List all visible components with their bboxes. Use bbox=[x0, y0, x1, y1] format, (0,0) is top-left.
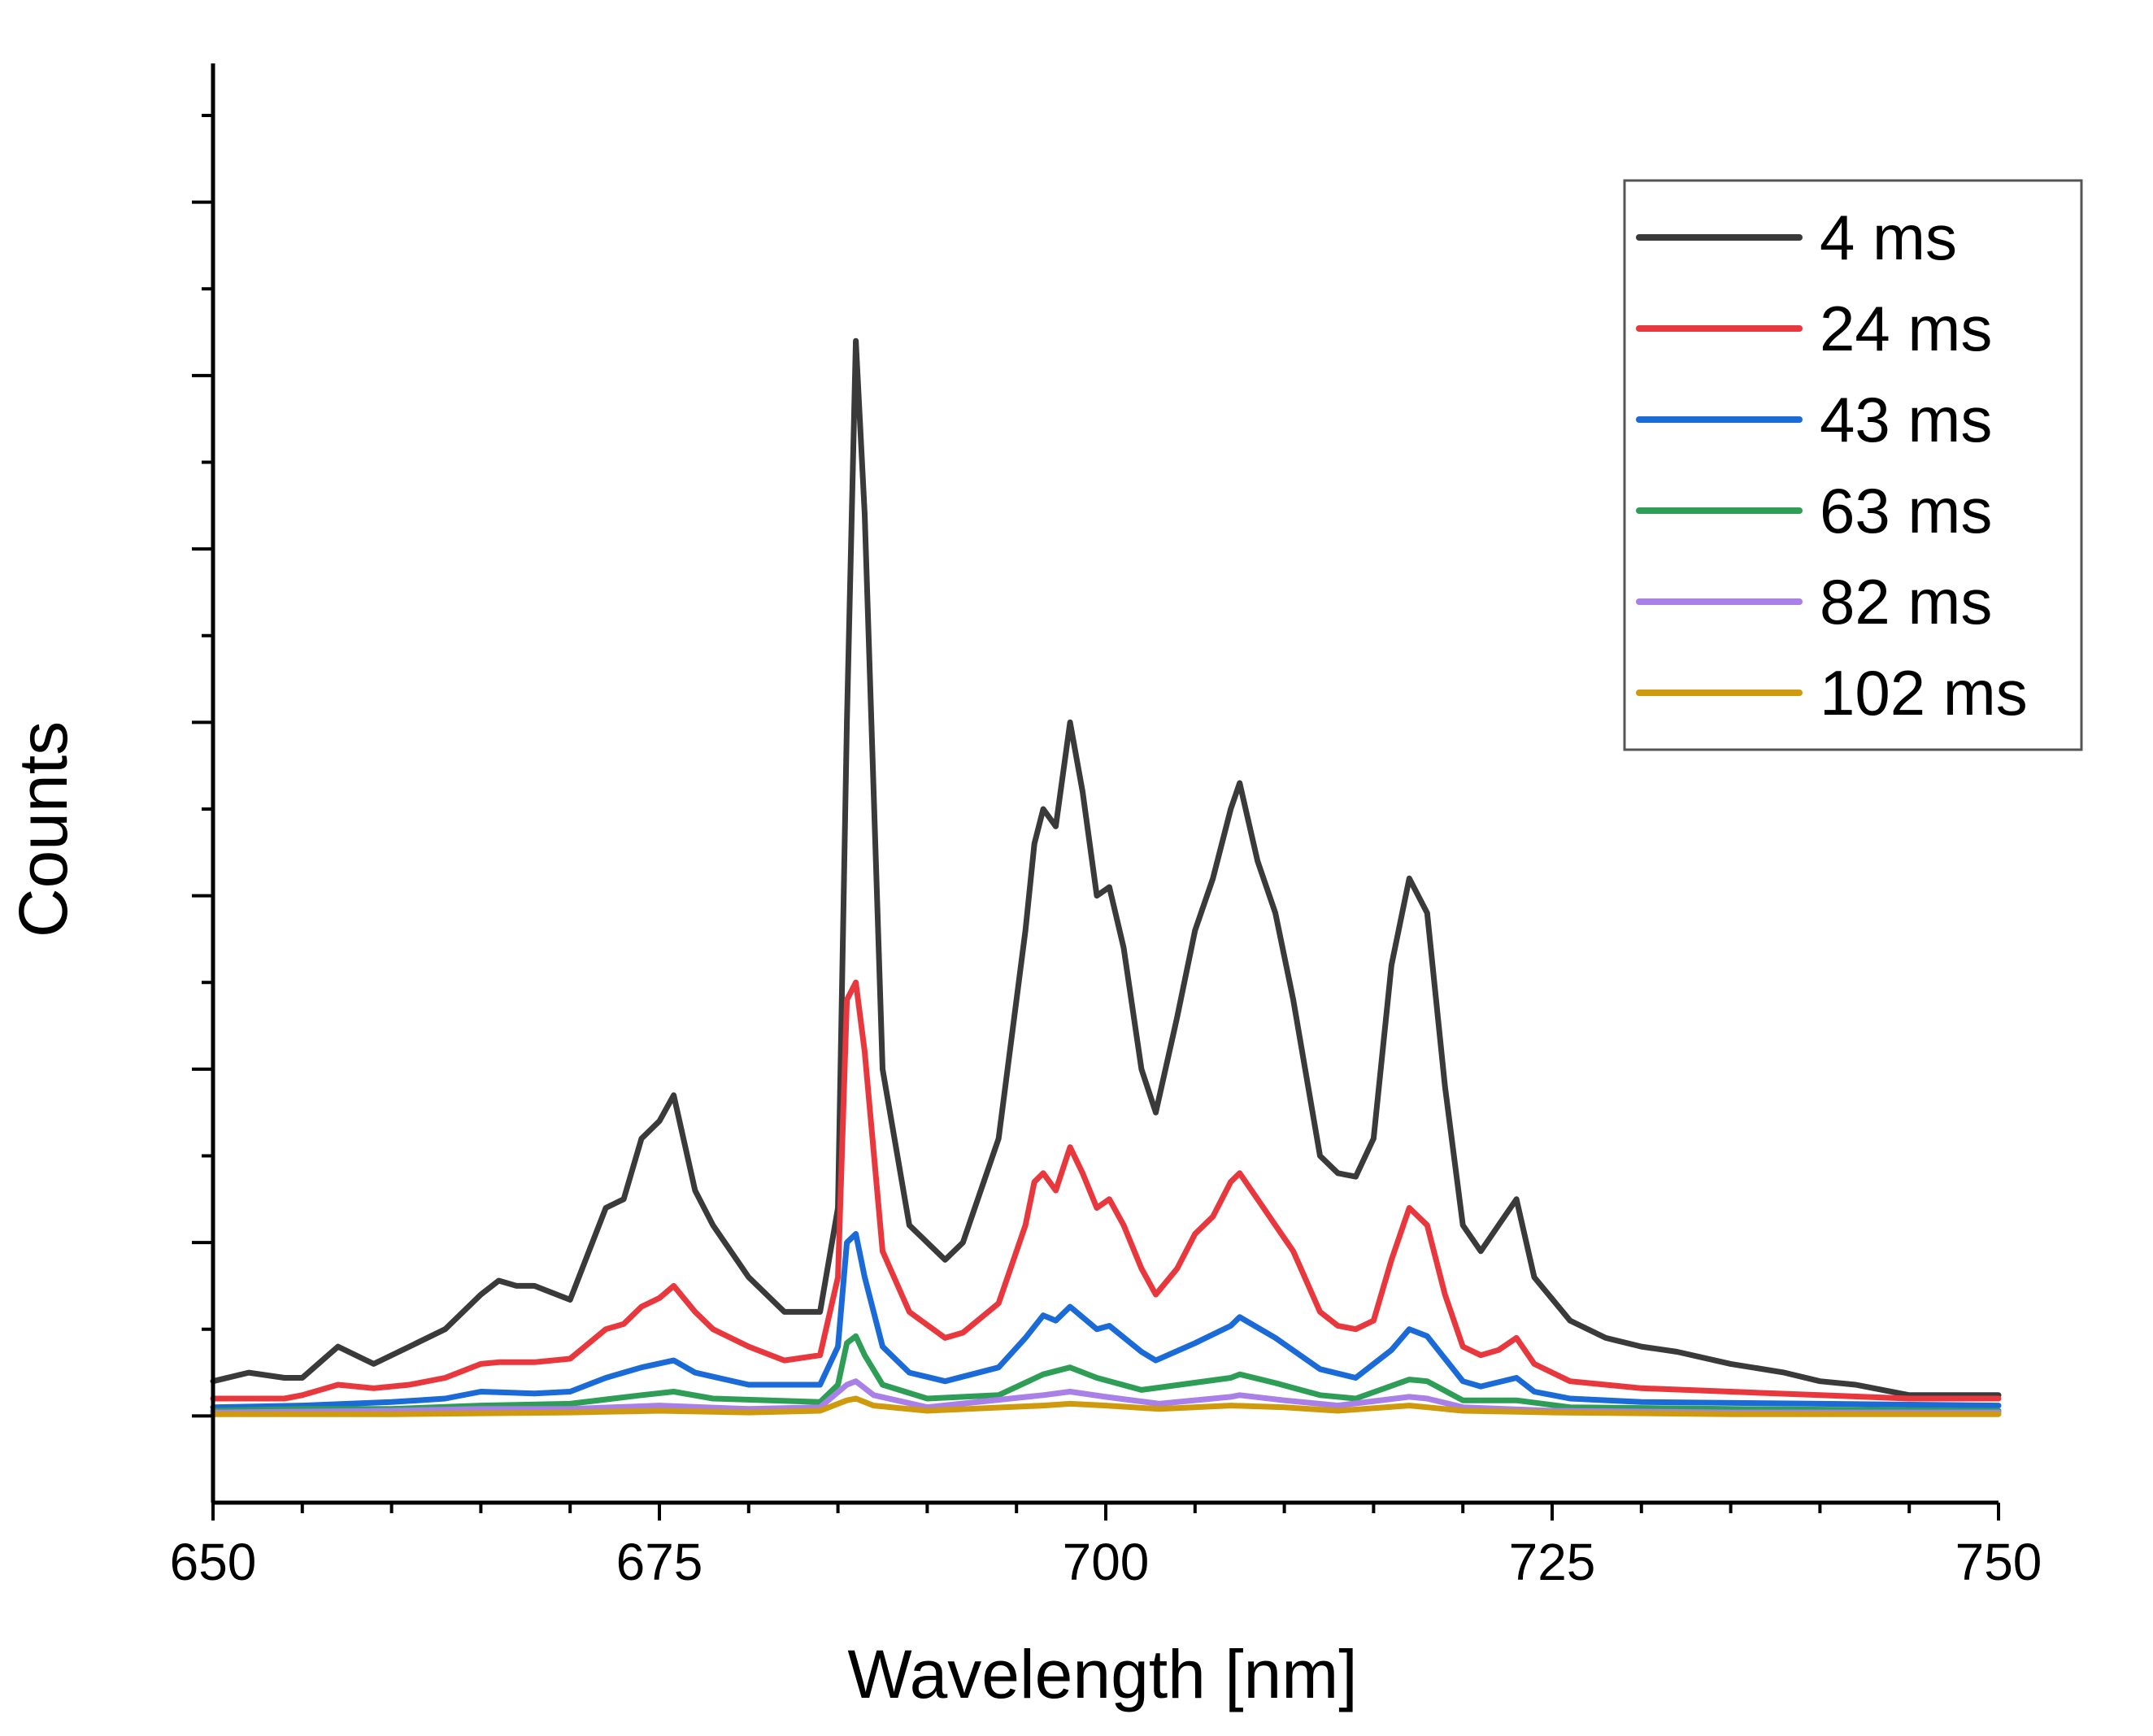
series-group bbox=[210, 337, 2002, 1417]
series-line-82-ms bbox=[210, 1378, 2002, 1416]
legend-box bbox=[1623, 179, 2083, 751]
legend-label: 4 ms bbox=[1820, 202, 1957, 273]
y-axis-title: Counts bbox=[5, 721, 81, 938]
series-line-24-ms bbox=[210, 979, 2002, 1402]
series-line-4-ms bbox=[210, 337, 2002, 1399]
legend: 4 ms 24 ms 43 ms 63 ms 82 ms 102 ms bbox=[1623, 179, 2083, 751]
series-line-102-ms bbox=[210, 1395, 2002, 1417]
x-tick-label: 675 bbox=[616, 1533, 703, 1591]
legend-label: 24 ms bbox=[1820, 293, 1992, 364]
legend-label: 63 ms bbox=[1820, 475, 1992, 546]
x-tick-label: 750 bbox=[1955, 1533, 2042, 1591]
legend-label: 43 ms bbox=[1820, 384, 1992, 455]
x-axis-title: Wavelength [nm] bbox=[847, 1636, 1357, 1712]
x-tick-label: 700 bbox=[1063, 1533, 1150, 1591]
x-tick-label: 650 bbox=[170, 1533, 257, 1591]
axes-group: 650 675 700 725 750 bbox=[170, 63, 2042, 1591]
series-line-63-ms bbox=[210, 1333, 2002, 1414]
legend-label: 82 ms bbox=[1820, 566, 1992, 637]
series-line-43-ms bbox=[210, 1231, 2002, 1411]
legend-label: 102 ms bbox=[1820, 657, 2028, 729]
x-tick-label: 725 bbox=[1509, 1533, 1596, 1591]
